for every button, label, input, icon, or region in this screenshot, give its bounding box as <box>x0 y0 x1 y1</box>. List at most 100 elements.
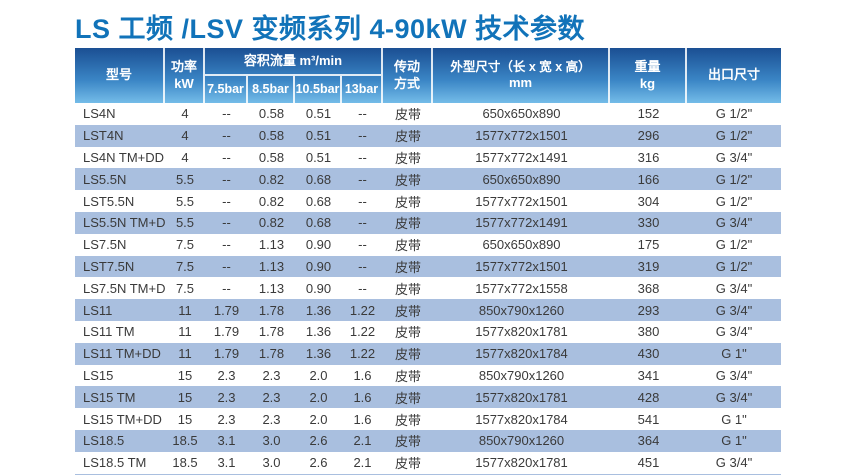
table-cell: 1.36 <box>305 302 332 318</box>
table-cell: 皮带 <box>394 303 421 319</box>
table-cell: 1.78 <box>258 324 285 340</box>
table-cell: 5.5 <box>175 193 195 209</box>
table-cell: 0.82 <box>258 193 285 209</box>
table-cell: G 1/2" <box>715 128 753 144</box>
table-cell: 319 <box>637 258 660 274</box>
table-cell: 1.6 <box>353 411 372 427</box>
table-cell: 1577x820x1784 <box>475 346 568 362</box>
table-cell: 0.51 <box>305 128 332 144</box>
table-cell: 皮带 <box>394 412 421 428</box>
table-cell: G 1/2" <box>715 106 753 122</box>
table-cell: 850x790x1260 <box>478 433 565 449</box>
table-cell: 850x790x1260 <box>478 302 565 318</box>
header-drive: 传动 方式 <box>383 48 433 103</box>
table-cell: -- <box>222 280 231 296</box>
header-dimensions: 外型尺寸（长 x 宽 x 高） mm <box>433 48 610 103</box>
table-cell: 650x650x890 <box>482 237 561 253</box>
table-cell: 皮带 <box>394 281 421 297</box>
table-cell: 0.58 <box>258 149 285 165</box>
table-cell: 1.13 <box>258 258 285 274</box>
table-row: LS11 TM 11 1.79 1.78 1.36 1.22 皮带 1577x820x1781… <box>75 320 781 343</box>
table-cell: 152 <box>637 106 660 122</box>
table-row: LS5.5N TM+DD 5.5 -- 0.82 0.68 -- 皮带 1577x772x14… <box>75 211 781 234</box>
header-flow-8-5bar: 8.5bar <box>248 76 295 103</box>
table-cell: 7.5 <box>175 280 195 296</box>
table-cell: G 1/2" <box>715 258 753 274</box>
table-cell: 皮带 <box>394 150 421 166</box>
table-row: LS7.5N TM+DD 7.5 -- 1.13 0.90 -- 皮带 1577x772x15… <box>75 277 781 300</box>
table-cell: -- <box>358 128 367 144</box>
table-cell: 0.51 <box>305 106 332 122</box>
table-cell: 0.82 <box>258 171 285 187</box>
table-cell: 2.0 <box>309 389 328 405</box>
table-cell: 1.22 <box>349 346 376 362</box>
page-title: LS 工频 /LSV 变频系列 4-90kW 技术参数 <box>75 14 586 44</box>
table-cell: 380 <box>637 324 660 340</box>
table-row: LST5.5N 5.5 -- 0.82 0.68 -- 皮带 1577x772x1501 304… <box>75 190 781 212</box>
table-row: LS11 TM+DD 11 1.79 1.78 1.36 1.22 皮带 1577x820x1… <box>75 342 781 365</box>
header-power: 功率 kW <box>165 48 205 103</box>
table-cell: 2.0 <box>309 367 328 383</box>
table-cell: 0.51 <box>305 149 332 165</box>
model-cell: LS18.5 <box>83 433 125 449</box>
table-cell: G 3/4" <box>715 324 753 340</box>
table-row: LS15 TM 15 2.3 2.3 2.0 1.6 皮带 1577x820x1781 428 G… <box>75 386 781 409</box>
table-cell: 1.13 <box>258 237 285 253</box>
table-cell: G 1/2" <box>715 193 753 209</box>
table-cell: 1.6 <box>353 367 372 383</box>
table-cell: 3.1 <box>217 433 236 449</box>
table-cell: 皮带 <box>394 347 421 363</box>
model-cell: LS15 TM+DD <box>83 411 162 427</box>
table-cell: 296 <box>637 128 660 144</box>
table-cell: 2.3 <box>262 389 281 405</box>
table-cell: G 1" <box>721 346 747 362</box>
table-cell: 4 <box>181 106 189 122</box>
table-cell: G 1/2" <box>715 237 753 253</box>
table-row: LST7.5N 7.5 -- 1.13 0.90 -- 皮带 1577x772x1501 319… <box>75 255 781 278</box>
table-cell: -- <box>358 237 367 253</box>
header-flow-13bar: 13bar <box>342 76 383 103</box>
table-cell: G 3/4" <box>715 149 753 165</box>
table-cell: -- <box>358 193 367 209</box>
table-cell: 1577x820x1781 <box>475 455 568 471</box>
model-cell: LS11 TM <box>83 324 135 340</box>
model-cell: LS7.5N <box>83 237 127 253</box>
table-cell: 1.13 <box>258 280 285 296</box>
table-cell: 皮带 <box>394 194 421 210</box>
table-cell: 2.0 <box>309 411 328 427</box>
table-cell: 166 <box>637 171 660 187</box>
table-cell: 428 <box>637 389 660 405</box>
table-cell: 1577x772x1491 <box>475 215 568 231</box>
table-cell: G 3/4" <box>715 367 753 383</box>
table-cell: G 1" <box>721 411 747 427</box>
model-cell: LS4N TM+DD <box>83 149 165 165</box>
table-cell: 650x650x890 <box>482 171 561 187</box>
table-cell: G 3/4" <box>715 280 753 296</box>
table-cell: 1577x772x1491 <box>475 149 568 165</box>
table-cell: 430 <box>637 346 660 362</box>
table-cell: 451 <box>637 455 660 471</box>
table-cell: 1.79 <box>213 302 240 318</box>
table-cell: 3.0 <box>262 433 281 449</box>
table-cell: 0.58 <box>258 106 285 122</box>
table-cell: 2.3 <box>217 367 236 383</box>
model-cell: LS11 TM+DD <box>83 346 161 362</box>
table-cell: 1.22 <box>349 302 376 318</box>
header-model: 型号 <box>75 48 165 103</box>
table-cell: 1.36 <box>305 346 332 362</box>
table-cell: 皮带 <box>394 390 421 406</box>
table-cell: 皮带 <box>394 216 421 232</box>
table-cell: 18.5 <box>172 455 198 471</box>
header-flow-7-5bar: 7.5bar <box>205 76 248 103</box>
table-cell: G 3/4" <box>715 389 753 405</box>
table-row: LST4N 4 -- 0.58 0.51 -- 皮带 1577x772x1501 296 G 1/… <box>75 124 781 147</box>
model-cell: LST7.5N <box>83 258 135 274</box>
header-flow-10-5bar: 10.5bar <box>295 76 342 103</box>
table-cell: 11 <box>178 324 192 340</box>
table-cell: 3.1 <box>217 455 236 471</box>
table-cell: 304 <box>637 193 660 209</box>
table-cell: 皮带 <box>394 238 421 254</box>
table-cell: -- <box>222 193 231 209</box>
table-cell: 2.3 <box>217 411 236 427</box>
